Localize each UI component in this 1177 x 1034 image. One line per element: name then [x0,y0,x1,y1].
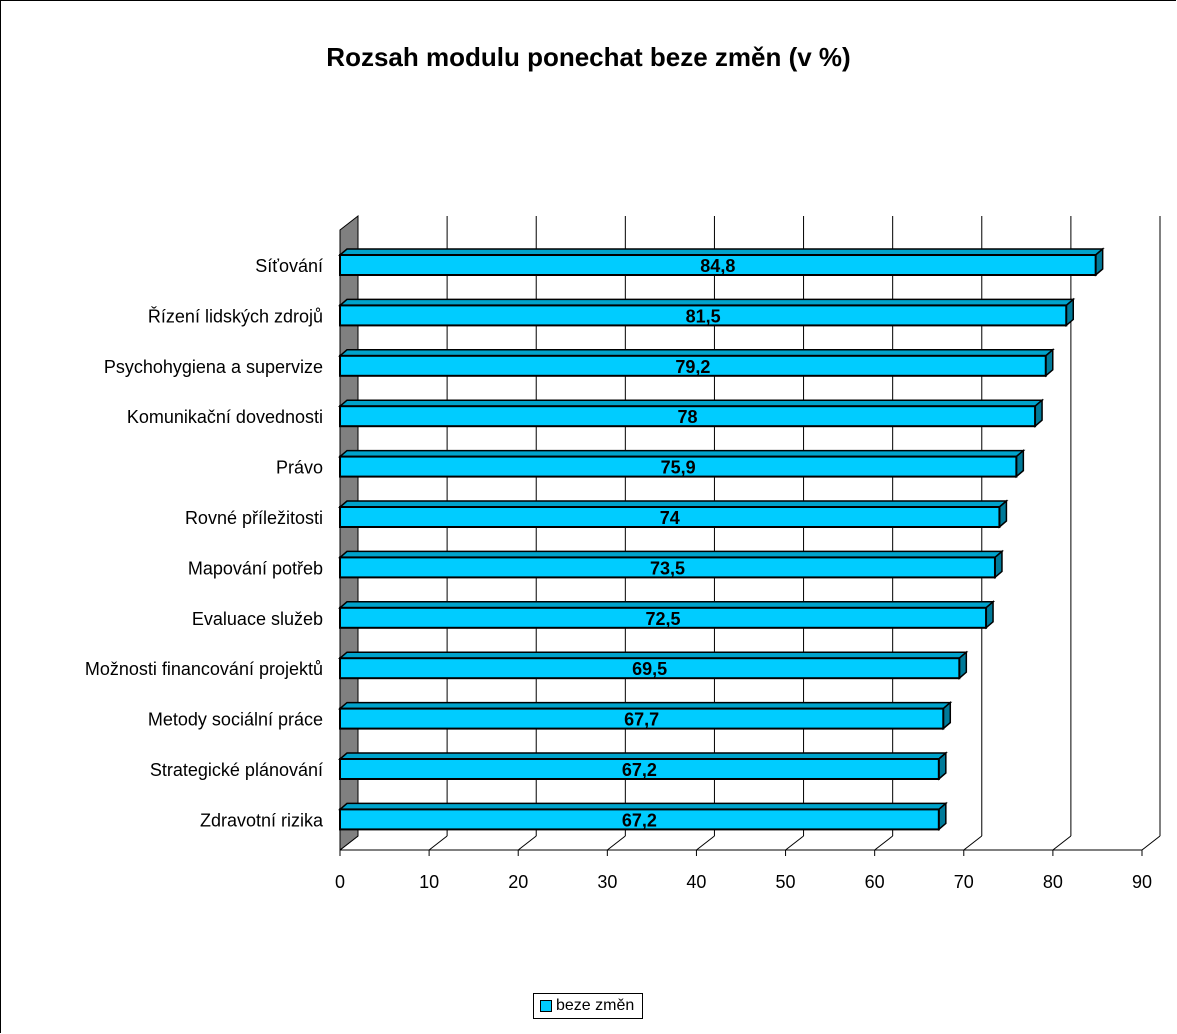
bar-front [339,606,988,629]
floor-gridline [785,835,804,851]
bar: 84,8 [337,247,1105,277]
data-label: 67,2 [622,760,657,780]
data-label: 73,5 [650,558,685,578]
x-tick-label: 20 [508,872,528,892]
bars: 84,8 81,5 79,2 78 75,9 74 73,5 72,5 69,5 67,7 67,2… [337,247,1105,832]
bar-chart: 84,8 81,5 79,2 78 75,9 74 73,5 72,5 69,5 67,7 67,2… [85,214,1161,892]
bar-front [339,254,1097,276]
category-label: Psychohygiena a supervize [104,357,323,377]
legend-swatch [540,1000,552,1012]
bar-front [339,657,961,680]
bar-front [339,506,1001,528]
data-label: 79,2 [675,357,710,377]
x-tick-label: 30 [597,872,617,892]
data-label: 69,5 [632,659,667,679]
category-label: Právo [276,458,323,478]
legend: beze změn [533,993,644,1019]
bar: 72,5 [337,600,996,630]
x-tick-label: 90 [1132,872,1152,892]
floor-gridline [1052,835,1072,851]
category-label: Mapování potřeb [188,558,323,578]
data-label: 75,9 [661,458,696,478]
floor-gridline [1141,835,1161,851]
floor-gridline [428,835,448,851]
category-label: Komunikační dovednosti [127,407,323,427]
data-label: 72,5 [646,609,681,629]
data-label: 84,8 [700,256,735,276]
bar: 74 [337,499,1009,529]
floor-gridline [963,835,983,851]
x-tick-label: 80 [1043,872,1063,892]
x-axis: 0 10 20 30 40 50 60 70 80 90 [335,850,1152,892]
category-label: Zdravotní rizika [200,810,324,830]
x-tick-label: 60 [865,872,885,892]
bar: 81,5 [337,297,1076,328]
bar: 67,2 [337,751,948,781]
bar-front [339,304,1068,327]
bar-front [339,758,940,780]
floor-gridline [607,835,626,851]
category-label: Rovné příležitosti [185,508,323,528]
data-label: 78 [678,407,698,427]
bar-front [339,556,996,579]
data-label: 67,7 [624,710,659,730]
x-tick-label: 50 [776,872,796,892]
x-tick-label: 40 [686,872,706,892]
x-tick-label: 70 [954,872,974,892]
bar-front [339,808,940,831]
bar: 78 [337,398,1045,428]
bar-front [339,354,1047,377]
category-label: Metody sociální práce [148,710,323,730]
category-label: Evaluace služeb [192,609,323,629]
floor-gridline [517,835,537,851]
category-label: Možnosti financování projektů [85,659,323,679]
floor-gridline [874,835,893,851]
bar: 73,5 [337,549,1004,580]
category-label: Řízení lidských zdrojů [148,306,323,326]
data-label: 74 [660,508,680,528]
bar-front [339,707,945,730]
category-label: Strategické plánování [150,760,323,780]
bar: 67,7 [337,700,953,731]
bar: 75,9 [337,448,1026,479]
category-labels: Síťování Řízení lidských zdrojů Psychohygi… [85,256,324,830]
bar: 67,2 [337,801,948,832]
data-label: 67,2 [622,810,657,830]
x-tick-label: 0 [335,872,345,892]
x-tick-label: 10 [419,872,439,892]
bar-front [339,405,1037,428]
data-label: 81,5 [686,306,721,326]
bar: 69,5 [337,650,969,680]
chart-title: Rozsah modulu ponechat beze změn (v %) [326,42,851,72]
legend-label: beze změn [556,997,635,1014]
category-label: Síťování [255,256,323,276]
floor-gridline [696,835,715,851]
bar: 79,2 [337,348,1055,378]
bar-front [339,455,1018,478]
